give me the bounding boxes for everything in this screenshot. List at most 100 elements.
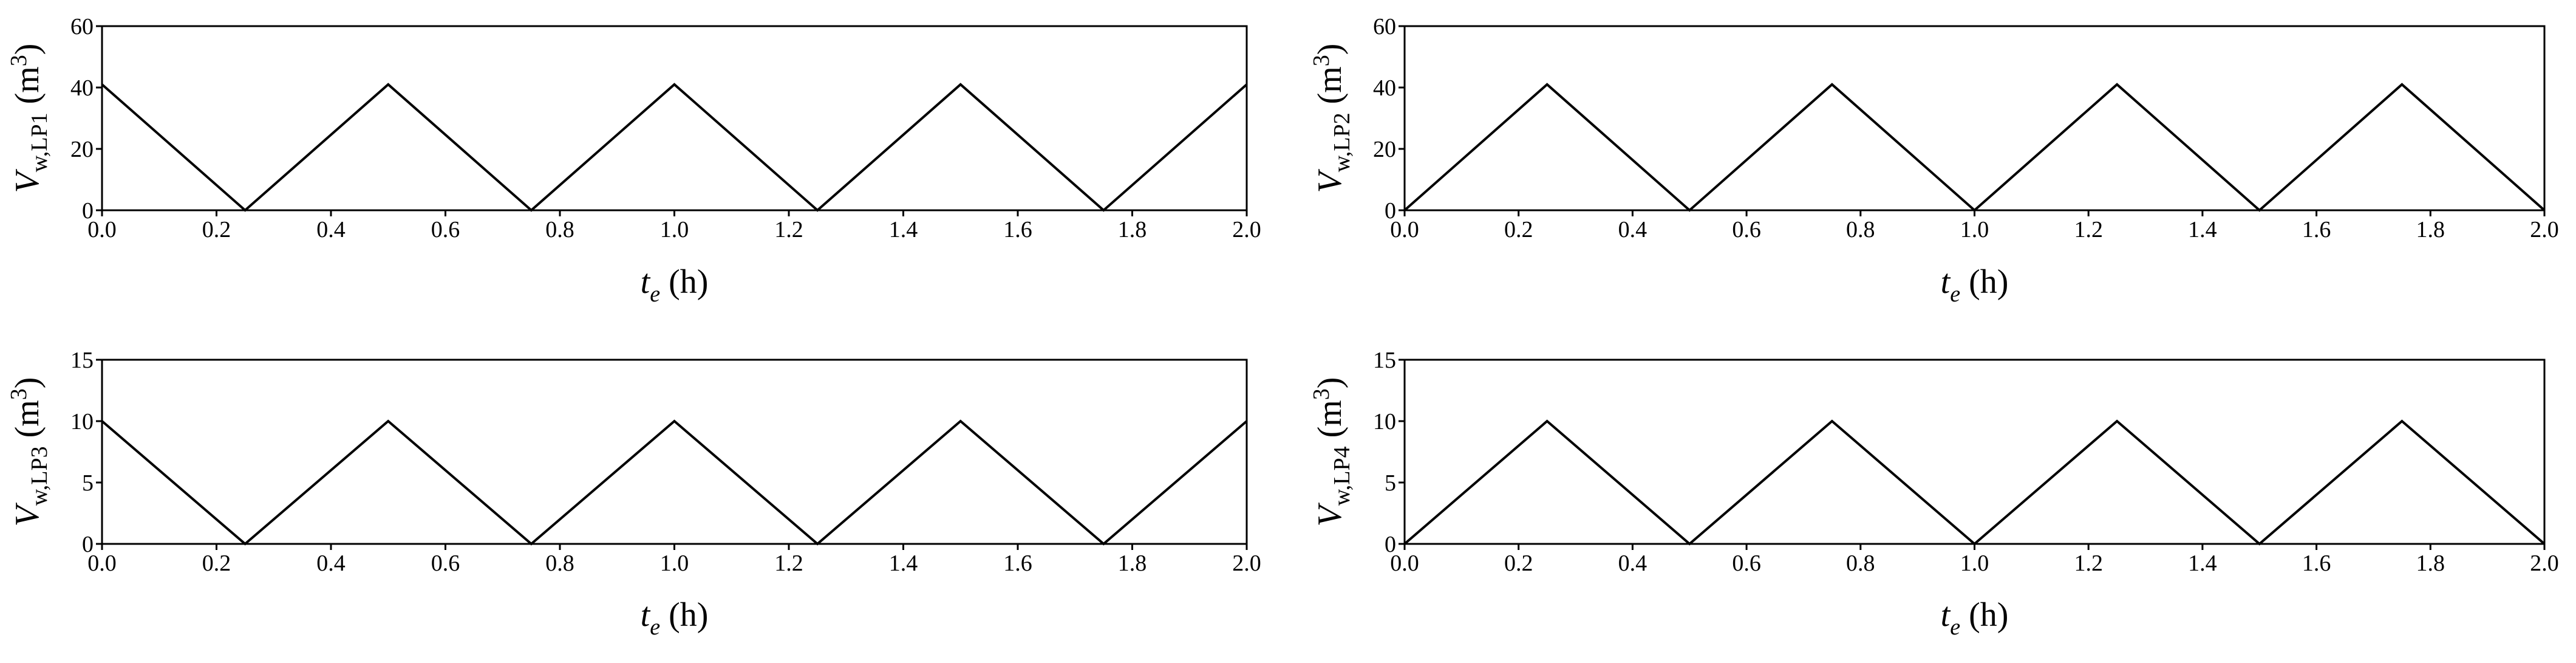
x-label-subscript: e bbox=[650, 614, 660, 640]
subplot: 0.0 0.2 0.4 0.6 0.8 1.0 1.2 1.4 1.6 1.8 2.0 0 5 10 15 t… bbox=[6, 348, 1261, 640]
x-tick-label: 1.0 bbox=[1960, 551, 1989, 576]
y-label-superscript: 3 bbox=[1309, 388, 1334, 400]
y-tick-label: 15 bbox=[70, 348, 94, 373]
y-tick-label: 60 bbox=[1373, 14, 1396, 40]
y-axis-label: Vw,LP2 (m3) bbox=[1309, 44, 1355, 193]
y-label-symbol: V bbox=[9, 502, 46, 526]
x-label-unit: (h) bbox=[660, 263, 708, 301]
x-tick-label: 0.0 bbox=[1390, 551, 1419, 576]
x-tick-label: 0.2 bbox=[202, 551, 231, 576]
x-tick-label: 2.0 bbox=[1232, 217, 1261, 242]
x-axis-label: te (h) bbox=[641, 263, 709, 307]
y-tick-label: 40 bbox=[1373, 75, 1396, 101]
x-tick-label: 1.6 bbox=[1003, 551, 1032, 576]
y-tick-label: 15 bbox=[1373, 348, 1396, 373]
x-tick-label: 0.6 bbox=[1732, 217, 1761, 242]
x-tick-label: 1.2 bbox=[2074, 217, 2103, 242]
x-tick-label: 0.0 bbox=[87, 551, 117, 576]
x-tick-label: 1.4 bbox=[2188, 551, 2217, 576]
x-tick-label: 0.4 bbox=[316, 217, 346, 242]
x-tick-label: 1.6 bbox=[2302, 217, 2331, 242]
x-tick-label: 1.0 bbox=[660, 217, 689, 242]
data-line bbox=[101, 419, 1248, 546]
plot-frame bbox=[1403, 25, 2546, 211]
subplot: 0.0 0.2 0.4 0.6 0.8 1.0 1.2 1.4 1.6 1.8 2.0 0 5 10 15 t… bbox=[1309, 348, 2559, 640]
x-tick-label: 1.8 bbox=[1118, 551, 1147, 576]
x-tick-label: 2.0 bbox=[1232, 551, 1261, 576]
y-axis-label: Vw,LP3 (m3) bbox=[6, 377, 52, 527]
x-tick-label: 1.2 bbox=[774, 217, 803, 242]
x-tick-label: 0.6 bbox=[1732, 551, 1761, 576]
y-label-subscript: w,LP4 bbox=[1329, 446, 1355, 506]
data-line bbox=[1403, 419, 2546, 546]
x-axis-label: te (h) bbox=[641, 596, 709, 640]
y-label-superscript: 3 bbox=[6, 55, 32, 66]
x-tick-label: 1.0 bbox=[660, 551, 689, 576]
x-tick-label: 0.2 bbox=[202, 217, 231, 242]
x-tick-label: 1.8 bbox=[2416, 551, 2445, 576]
x-tick-label: 0.4 bbox=[1618, 551, 1647, 576]
x-label-symbol: t bbox=[1941, 596, 1951, 634]
x-label-unit: (h) bbox=[660, 596, 708, 634]
x-label-symbol: t bbox=[641, 596, 651, 634]
x-tick-label: 0.8 bbox=[1846, 217, 1875, 242]
x-tick-label: 0.8 bbox=[545, 551, 574, 576]
y-tick-label: 0 bbox=[1385, 532, 1396, 557]
subplot: 0.0 0.2 0.4 0.6 0.8 1.0 1.2 1.4 1.6 1.8 2.0 0 20 40 60… bbox=[1309, 14, 2559, 307]
x-label-symbol: t bbox=[1941, 263, 1951, 301]
y-label-symbol: V bbox=[1311, 168, 1349, 193]
x-tick-label: 0.4 bbox=[1618, 217, 1647, 242]
x-label-subscript: e bbox=[1950, 614, 1960, 640]
x-tick-label: 0.2 bbox=[1504, 551, 1533, 576]
x-tick-label: 0.0 bbox=[1390, 217, 1419, 242]
y-tick-label: 40 bbox=[70, 75, 94, 101]
y-axis-label: Vw,LP1 (m3) bbox=[6, 44, 52, 193]
x-tick-label: 0.2 bbox=[1504, 217, 1533, 242]
x-tick-label: 1.4 bbox=[2188, 217, 2217, 242]
y-label-subscript: w,LP2 bbox=[1329, 112, 1355, 172]
y-tick-label: 10 bbox=[70, 409, 94, 435]
y-tick-label: 10 bbox=[1373, 409, 1396, 435]
y-label-symbol: V bbox=[9, 168, 46, 193]
x-tick-label: 1.2 bbox=[2074, 551, 2103, 576]
subplot: 0.0 0.2 0.4 0.6 0.8 1.0 1.2 1.4 1.6 1.8 2.0 0 20 40 60… bbox=[6, 14, 1261, 307]
y-label-unit: (m bbox=[1311, 66, 1349, 112]
x-label-unit: (h) bbox=[1960, 596, 2008, 634]
data-line bbox=[1403, 83, 2546, 212]
plot-frame bbox=[101, 359, 1248, 545]
x-tick-label: 0.8 bbox=[1846, 551, 1875, 576]
y-label-close: ) bbox=[9, 44, 46, 55]
x-label-subscript: e bbox=[1950, 281, 1960, 307]
y-tick-label: 20 bbox=[1373, 137, 1396, 162]
x-tick-label: 0.0 bbox=[87, 217, 117, 242]
x-tick-label: 2.0 bbox=[2530, 551, 2559, 576]
y-label-close: ) bbox=[9, 377, 46, 389]
x-tick-label: 1.0 bbox=[1960, 217, 1989, 242]
data-line bbox=[101, 83, 1248, 212]
x-axis-label: te (h) bbox=[1941, 596, 2009, 640]
y-axis-label: Vw,LP4 (m3) bbox=[1309, 377, 1355, 527]
x-tick-label: 1.4 bbox=[889, 217, 918, 242]
x-label-unit: (h) bbox=[1960, 263, 2008, 301]
x-label-subscript: e bbox=[650, 281, 660, 307]
x-tick-label: 1.2 bbox=[774, 551, 803, 576]
y-tick-label: 0 bbox=[82, 532, 94, 557]
y-tick-label: 0 bbox=[82, 198, 94, 224]
x-tick-label: 1.8 bbox=[1118, 217, 1147, 242]
x-tick-label: 1.6 bbox=[2302, 551, 2331, 576]
y-tick-label: 5 bbox=[82, 470, 94, 496]
x-label-symbol: t bbox=[641, 263, 651, 301]
y-label-superscript: 3 bbox=[6, 388, 32, 400]
plot-frame bbox=[1403, 359, 2546, 545]
x-axis-label: te (h) bbox=[1941, 263, 2009, 307]
y-label-symbol: V bbox=[1311, 502, 1349, 526]
y-label-superscript: 3 bbox=[1309, 55, 1334, 66]
y-label-subscript: w,LP1 bbox=[27, 112, 52, 172]
x-tick-label: 0.6 bbox=[431, 551, 460, 576]
y-tick-label: 20 bbox=[70, 137, 94, 162]
x-tick-label: 0.4 bbox=[316, 551, 346, 576]
y-label-unit: (m bbox=[9, 66, 46, 112]
x-tick-label: 0.8 bbox=[545, 217, 574, 242]
y-label-close: ) bbox=[1311, 377, 1349, 389]
